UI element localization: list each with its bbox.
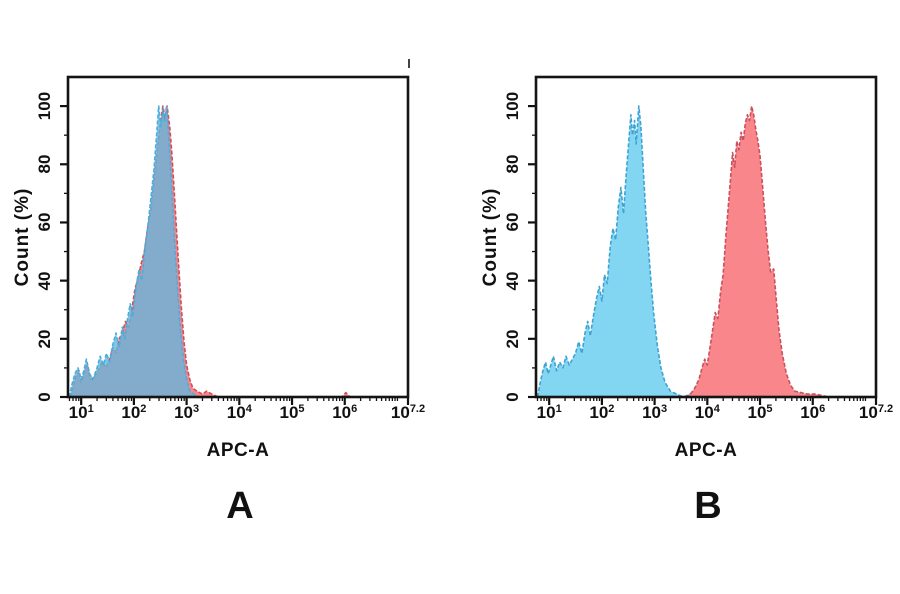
y-tick-label: 100 xyxy=(35,91,54,121)
x-tick-label: 104 xyxy=(226,403,252,422)
y-tick-label: 80 xyxy=(503,154,522,174)
panel-letter-a: A xyxy=(226,485,254,527)
x-tick-label: 102 xyxy=(121,403,147,422)
y-tick-label: 20 xyxy=(503,329,522,349)
y-tick-label: 20 xyxy=(35,329,54,349)
y-axis-label: Count (%) xyxy=(480,187,501,287)
y-tick-label: 60 xyxy=(35,212,54,232)
panel-a: Count (%) APC-A A 101 102 103 104 105 106 107.… xyxy=(12,59,426,527)
x-tick-label: 104 xyxy=(694,403,720,422)
panel-letter-b: B xyxy=(694,485,722,527)
x-tick-label: 105 xyxy=(747,403,773,422)
x-tick-label: 103 xyxy=(642,403,668,422)
histogram-plot-b xyxy=(528,75,878,405)
x-tick-label: 106 xyxy=(800,403,826,422)
x-tick-label: 101 xyxy=(68,403,94,422)
stray-mark xyxy=(408,59,410,68)
blue-histogram xyxy=(68,105,199,397)
x-axis-label: APC-A xyxy=(674,440,738,461)
y-tick-label: 0 xyxy=(35,392,54,402)
y-tick-label: 60 xyxy=(503,212,522,232)
y-tick-label: 100 xyxy=(503,91,522,121)
y-tick-label: 80 xyxy=(35,154,54,174)
x-tick-label: 101 xyxy=(536,403,562,422)
histogram-plot-a xyxy=(60,75,410,405)
x-tick-label: 107.2 xyxy=(858,403,894,422)
x-tick-label: 102 xyxy=(589,403,615,422)
panel-b: Count (%) APC-A B 101 102 103 104 105 106 107.… xyxy=(468,0,900,594)
y-axis-label: Count (%) xyxy=(12,187,33,287)
y-tick-label: 40 xyxy=(35,271,54,291)
y-tick-label: 40 xyxy=(503,271,522,291)
x-axis-label: APC-A xyxy=(206,440,270,461)
y-tick-label: 0 xyxy=(503,392,522,402)
x-tick-label: 103 xyxy=(174,403,200,422)
red-histogram xyxy=(684,105,830,397)
x-tick-label: 106 xyxy=(332,403,358,422)
blue-histogram xyxy=(536,105,701,397)
x-tick-label: 105 xyxy=(279,403,305,422)
x-tick-label: 107.2 xyxy=(390,403,426,422)
